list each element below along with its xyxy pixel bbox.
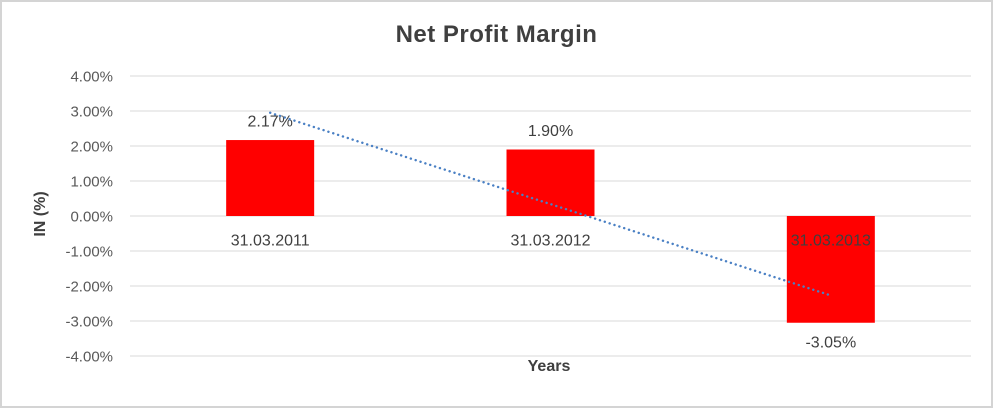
chart-title: Net Profit Margin	[395, 21, 598, 48]
y-tick-label: -1.00%	[65, 243, 113, 260]
y-tick-label: -4.00%	[65, 348, 113, 365]
data-label: -3.05%	[805, 334, 856, 351]
bar	[226, 140, 315, 216]
category-label: 31.03.2013	[791, 233, 871, 250]
y-tick-label: 4.00%	[70, 68, 113, 85]
y-axis-title: IN (%)	[32, 191, 49, 237]
y-tick-label: 3.00%	[70, 103, 113, 120]
y-tick-label: -2.00%	[65, 278, 113, 295]
y-tick-label: 1.00%	[70, 173, 113, 190]
data-label: 2.17%	[247, 114, 292, 131]
trendline	[268, 111, 833, 297]
y-tick-label: 2.00%	[70, 138, 113, 155]
bar	[786, 216, 875, 323]
category-label: 31.03.2012	[510, 233, 590, 250]
y-tick-label: 0.00%	[70, 208, 113, 225]
x-axis-title: Years	[527, 358, 571, 375]
bar	[506, 149, 595, 216]
y-tick-label: -3.00%	[65, 313, 113, 330]
category-label: 31.03.2011	[231, 233, 310, 250]
data-label: 1.90%	[528, 123, 573, 140]
